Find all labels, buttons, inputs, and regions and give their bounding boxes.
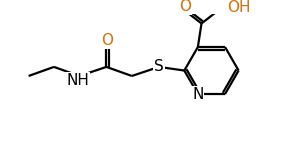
Text: O: O — [179, 0, 191, 14]
Text: S: S — [154, 59, 164, 74]
Text: OH: OH — [227, 0, 250, 15]
Text: O: O — [101, 33, 113, 48]
Text: NH: NH — [66, 73, 89, 88]
Text: N: N — [192, 86, 204, 102]
